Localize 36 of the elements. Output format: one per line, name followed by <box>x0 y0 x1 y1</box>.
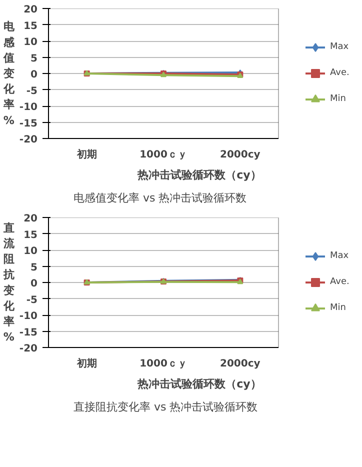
y-axis-title: 直流阻抗变化率% <box>2 221 16 344</box>
legend-label: Max <box>330 251 350 261</box>
y-tick-label: 15 <box>24 20 38 32</box>
y-tick-label: 10 <box>24 246 38 257</box>
legend-label: Max <box>330 42 350 52</box>
x-tick-label: 2000cy <box>220 358 261 370</box>
y-tick-label: -5 <box>26 294 38 306</box>
y-tick-label: 20 <box>24 214 38 224</box>
legend-label: Min <box>330 94 347 104</box>
y-tick-label: -15 <box>19 118 38 130</box>
x-tick-label: 初期 <box>76 358 97 370</box>
y-tick-label: 10 <box>24 37 38 48</box>
x-tick-label: 2000cy <box>220 150 261 160</box>
y-tick-label: 20 <box>24 4 38 16</box>
y-axis-title: 电感值变化率% <box>2 20 16 127</box>
y-tick-label: -20 <box>19 134 38 146</box>
y-tick-label: 0 <box>30 70 38 80</box>
legend-label: Ave. <box>330 68 350 78</box>
y-tick-label: -10 <box>19 311 38 322</box>
y-tick-label: 0 <box>30 278 38 290</box>
x-axis-title: 热冲击试验循环数（cy） <box>136 378 262 390</box>
x-tick-label: 初期 <box>76 148 97 160</box>
y-tick-label: -20 <box>19 344 38 354</box>
y-tick-label: -5 <box>26 86 38 97</box>
legend-label: Ave. <box>330 277 350 287</box>
y-tick-label: -15 <box>19 327 38 338</box>
x-tick-label: 1000ｃｙ <box>140 150 188 160</box>
y-tick-label: 5 <box>30 53 38 64</box>
legend-label: Min <box>330 303 347 313</box>
text: 直接阻抗变化率 vs 热冲击试验循环数 <box>74 400 258 414</box>
y-tick-label: 15 <box>24 230 38 241</box>
y-tick-label: -10 <box>19 102 38 113</box>
x-tick-label: 1000ｃｙ <box>140 358 188 370</box>
text: 电感值变化率 vs 热冲击试验循环数 <box>74 192 247 204</box>
x-axis-title: 热冲击试验循环数（cy） <box>136 168 262 182</box>
y-tick-label: 5 <box>30 262 38 274</box>
